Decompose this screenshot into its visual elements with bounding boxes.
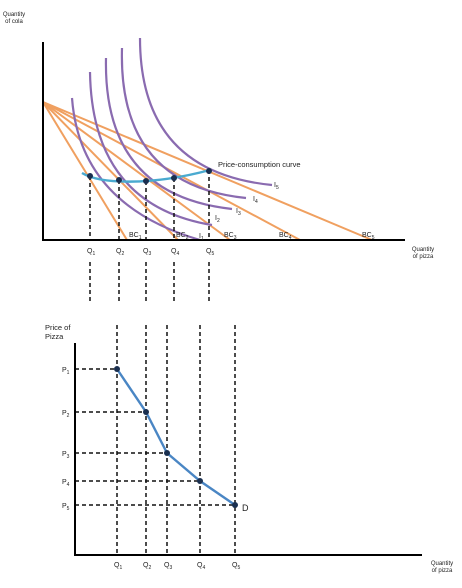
top-panel: Quantity of cola Quantity of pizza — [3, 12, 434, 303]
demand-curve — [116, 368, 236, 506]
label-bc1: BC1 — [129, 232, 142, 241]
top-q-label-4: Q4 — [171, 248, 179, 257]
top-optimum-points — [87, 168, 212, 184]
connector-dashed-lines — [89, 262, 210, 303]
bottom-vertical-dashed-lines — [116, 325, 236, 555]
demand-label: D — [242, 503, 249, 513]
label-i5: I5 — [274, 182, 279, 191]
label-i3: I3 — [236, 208, 241, 217]
top-y-axis-label-line1: Quantity — [3, 12, 25, 18]
label-bc2: BC2 — [176, 232, 189, 241]
top-y-axis-label-line2: of cola — [5, 19, 23, 25]
top-point-1 — [87, 173, 93, 179]
budget-line-bc1 — [42, 101, 128, 241]
p-label-3: P3 — [62, 451, 70, 460]
budget-line-bc3 — [42, 101, 231, 241]
bottom-y-axis-label-line2: Pizza — [45, 332, 64, 341]
top-dashed-drop-lines — [89, 170, 210, 240]
p-label-4: P4 — [62, 479, 70, 488]
demand-point-5 — [232, 502, 238, 508]
p-label-1: P1 — [62, 367, 70, 376]
bottom-horizontal-dashed-lines — [75, 368, 235, 506]
indifference-curve-i3 — [104, 57, 233, 211]
demand-points — [114, 366, 238, 508]
bottom-q-label-2: Q2 — [143, 562, 151, 571]
bottom-q-label-4: Q4 — [197, 562, 205, 571]
indifference-labels: I1 I2 I3 I4 I5 — [199, 182, 279, 242]
p-label-5: P5 — [62, 503, 70, 512]
top-x-axis-label-line2: of pizza — [413, 254, 434, 260]
bottom-q-label-3: Q3 — [164, 562, 172, 571]
label-i2: I2 — [215, 215, 220, 224]
p-label-2: P2 — [62, 410, 70, 419]
top-q-tick-labels: Q1 Q2 Q3 Q4 Q5 — [87, 248, 214, 257]
price-consumption-curve-label: Price-consumption curve — [218, 160, 301, 169]
budget-labels: BC1 BC2 BC3 BC4 BC5 — [129, 232, 375, 241]
label-bc3: BC3 — [224, 232, 237, 241]
indifference-curve-i2 — [88, 71, 213, 227]
budget-line-bc4 — [42, 101, 301, 241]
bottom-q-label-1: Q1 — [114, 562, 122, 571]
top-q-label-1: Q1 — [87, 248, 95, 257]
bottom-q-label-5: Q5 — [232, 562, 240, 571]
top-q-label-5: Q5 — [206, 248, 214, 257]
bottom-x-axis-label-line2: of pizza — [432, 568, 453, 574]
demand-point-4 — [197, 478, 203, 484]
indifference-curve-i5 — [138, 37, 273, 187]
budget-line-bc2 — [42, 101, 179, 241]
indifference-curve-i4 — [120, 47, 247, 200]
demand-point-2 — [143, 409, 149, 415]
label-bc5: BC5 — [362, 232, 375, 241]
top-x-axis-label-line1: Quantity — [412, 247, 434, 253]
indifference-curves — [70, 37, 273, 242]
bottom-q-tick-labels: Q1 Q2 Q3 Q4 Q5 — [114, 562, 240, 571]
label-i1: I1 — [199, 233, 204, 242]
label-i4: I4 — [253, 196, 258, 205]
label-bc4: BC4 — [279, 232, 292, 241]
top-point-3 — [143, 178, 149, 184]
demand-point-1 — [114, 366, 120, 372]
top-q-label-2: Q2 — [116, 248, 124, 257]
top-point-2 — [116, 177, 122, 183]
bottom-panel: Price of Pizza Quantity of pizza — [45, 323, 453, 574]
top-point-5 — [206, 168, 212, 174]
demand-point-3 — [164, 450, 170, 456]
bottom-x-axis-label-line1: Quantity — [431, 561, 453, 567]
bottom-p-tick-labels: P1 P2 P3 P4 P5 — [62, 367, 70, 512]
top-point-4 — [171, 175, 177, 181]
bottom-y-axis-label-line1: Price of — [45, 323, 71, 332]
indifference-curve-i1 — [70, 97, 201, 242]
top-q-label-3: Q3 — [143, 248, 151, 257]
